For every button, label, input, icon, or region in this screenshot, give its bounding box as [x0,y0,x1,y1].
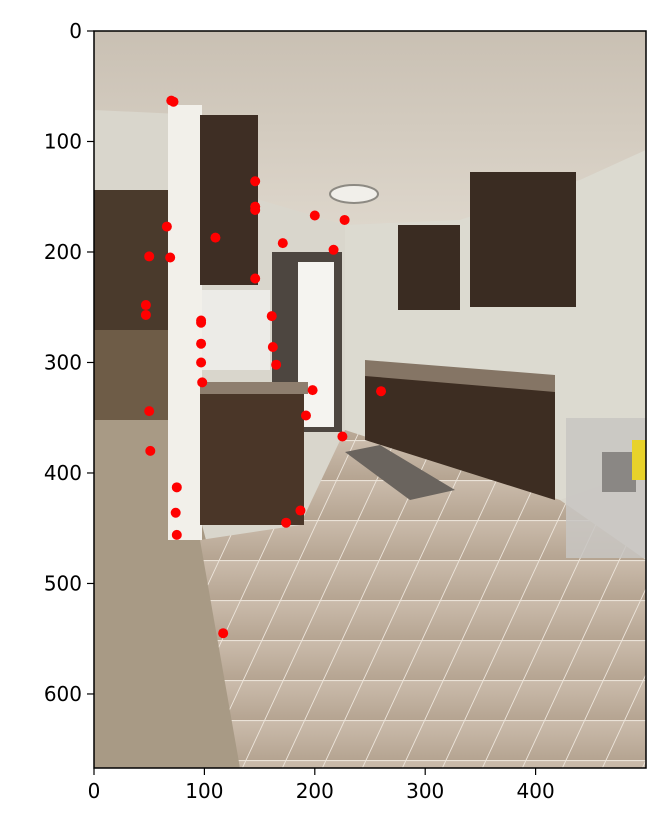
scatter-point [250,273,261,284]
scatter-point [144,251,155,262]
scatter-point [210,232,221,243]
y-tick-label: 0 [69,19,82,43]
kitchen-photo [94,31,646,768]
x-tick-label: 0 [88,779,101,803]
scatter-point [328,244,339,255]
y-tick-label: 500 [44,571,82,595]
scatter-point [171,482,182,493]
scatter-point [309,210,320,221]
scatter-point [277,238,288,249]
scatter-point [300,410,311,421]
scatter-point [250,176,261,187]
scatter-point [168,96,179,107]
x-tick-label: 200 [296,779,334,803]
y-tick-label: 600 [44,682,82,706]
x-tick-label: 100 [185,779,223,803]
scatter-point [197,377,208,388]
scatter-point [267,342,278,353]
scatter-point [165,252,176,263]
scatter-point [144,406,155,417]
y-tick-label: 400 [44,461,82,485]
plot-frame [93,30,647,769]
scatter-point [196,357,207,368]
scatter-point [271,359,282,370]
y-tick-label: 300 [44,350,82,374]
scatter-point [218,628,229,639]
scatter-point [196,338,207,349]
scatter-point [145,445,156,456]
y-axis-ticks: 0 100 200 300 400 500 600 [44,19,94,706]
scatter-point [337,431,348,442]
scatter-point [307,385,318,396]
scatter-point [266,311,277,322]
x-axis-ticks: 0 100 200 300 400 [88,768,555,803]
x-tick-label: 400 [517,779,555,803]
scatter-point [140,300,151,311]
scatter-point [170,507,181,518]
scatter-point [140,309,151,320]
scatter-point [250,205,261,216]
x-tick-label: 300 [406,779,444,803]
y-tick-label: 200 [44,240,82,264]
scatter-point [161,221,172,232]
scatter-point [171,529,182,540]
y-tick-label: 100 [44,129,82,153]
scatter-markers [140,95,387,639]
scatter-point [339,214,350,225]
scatter-point [196,317,207,328]
scatter-point [295,505,306,516]
scatter-point [376,386,387,397]
scatter-point [281,517,292,528]
